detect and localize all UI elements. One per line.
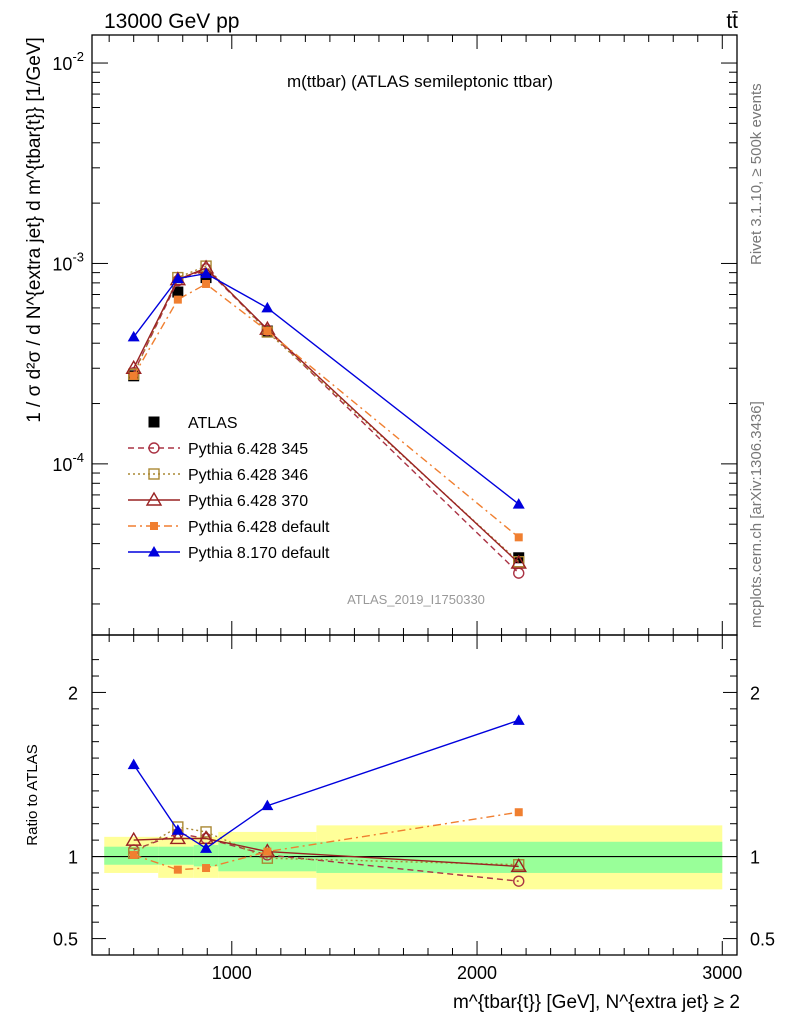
legend-marker xyxy=(148,442,160,454)
legend-marker xyxy=(150,522,158,530)
ratio-band-green-2 xyxy=(193,845,219,867)
x-tick-label-0: 1000 xyxy=(212,963,252,983)
main-point-0-4 xyxy=(513,552,525,564)
ratio-series-3 xyxy=(129,808,523,874)
ratio-point-4-1 xyxy=(171,824,184,835)
main-point-5-2 xyxy=(200,267,213,279)
ratio-point-3-1 xyxy=(173,865,182,874)
legend-marker xyxy=(148,468,160,480)
legend-item: ATLAS xyxy=(148,415,238,432)
main-y-tick-label-1: 10-3 xyxy=(52,249,84,274)
ratio-point-0-4 xyxy=(513,875,525,887)
ratio-y-tick-label-right-2: 2 xyxy=(750,683,760,703)
ratio-series-4 xyxy=(127,714,525,853)
ratio-point-3-3 xyxy=(263,847,272,856)
ratio-point-3-4 xyxy=(514,808,523,817)
legend-marker xyxy=(145,491,163,506)
legend-label: Pythia 8.170 default xyxy=(188,545,330,562)
ratio-point-2-4 xyxy=(510,857,527,873)
main-title: m(ttbar) (ATLAS semileptonic ttbar) xyxy=(287,72,553,91)
ratio-y-tick-label-1: 1 xyxy=(68,848,78,868)
legend-label: Pythia 6.428 346 xyxy=(188,467,308,484)
main-point-5-3 xyxy=(261,301,274,313)
x-tick-label-2: 3000 xyxy=(702,963,742,983)
legend-label: ATLAS xyxy=(188,415,238,432)
legend: ATLAS Pythia 6.428 345 Pythia 6.428 346 Pyt… xyxy=(128,415,330,562)
legend-item: Pythia 6.428 345 xyxy=(128,441,308,458)
ratio-point-3-2 xyxy=(202,864,211,873)
ratio-point-1-2 xyxy=(200,826,212,838)
x-tick-label-1: 2000 xyxy=(457,963,497,983)
legend-marker xyxy=(148,546,160,557)
ratio-point-2-0 xyxy=(125,831,142,846)
legend-label: Pythia 6.428 345 xyxy=(188,441,308,458)
header-left: 13000 GeV pp xyxy=(104,10,239,33)
legend-item: Pythia 8.170 default xyxy=(128,545,330,562)
ratio-point-4-0 xyxy=(127,758,140,770)
main-point-0-1 xyxy=(172,286,184,298)
main-point-3-4 xyxy=(510,554,527,569)
main-point-5-1 xyxy=(171,272,184,284)
main-y-tick-label-0: 10-2 xyxy=(52,49,84,74)
x-axis-label: m^{tbar{t}} [GeV], N^{extra jet} ≥ 2 xyxy=(453,992,740,1013)
legend-label: Pythia 6.428 default xyxy=(188,519,330,536)
main-point-4-0 xyxy=(129,371,138,380)
main-point-4-2 xyxy=(202,279,211,288)
main-series-5 xyxy=(127,267,525,509)
ratio-y-tick-label-right-0: 0.5 xyxy=(750,930,775,950)
main-point-5-0 xyxy=(127,330,140,342)
ratio-y-axis-label: Ratio to ATLAS xyxy=(24,744,41,845)
main-point-4-1 xyxy=(173,295,182,304)
ratio-point-4-4 xyxy=(512,714,525,725)
ratio-band-green-1 xyxy=(158,846,194,865)
main-series-line-2 xyxy=(133,265,520,563)
ratio-series-line-2 xyxy=(133,837,519,868)
legend-label: Pythia 6.428 370 xyxy=(188,493,308,510)
main-point-4-3 xyxy=(263,327,272,336)
main-series-4 xyxy=(129,279,523,542)
main-point-5-4 xyxy=(512,498,525,509)
ratio-point-2-1 xyxy=(169,830,187,845)
ratio-band-green-4 xyxy=(316,841,723,873)
ratio-point-4-3 xyxy=(261,799,274,811)
ratio-frame xyxy=(91,634,738,956)
legend-marker xyxy=(148,416,160,428)
main-point-4-4 xyxy=(514,533,523,542)
ratio-y-tick-label-0: 0.5 xyxy=(53,930,78,950)
legend-item: Pythia 6.428 370 xyxy=(128,491,308,510)
main-point-1-4 xyxy=(513,567,525,579)
main-y-tick-label-2: 10-4 xyxy=(52,450,84,475)
legend-item: Pythia 6.428 346 xyxy=(128,467,308,484)
main-panel: m(ttbar) (ATLAS semileptonic ttbar) ATLA… xyxy=(24,34,738,636)
ratio-point-4-2 xyxy=(200,842,213,853)
legend-item: Pythia 6.428 default xyxy=(128,519,330,536)
header-right: tt̄ xyxy=(726,10,738,33)
main-y-axis-label: 1 / σ d²σ / d N^{extra jet} d m^{tbar{t}… xyxy=(24,37,45,423)
ratio-series-line-1 xyxy=(133,826,519,866)
ratio-y-tick-label-right-1: 1 xyxy=(750,848,760,868)
ratio-y-tick-label-2: 2 xyxy=(68,683,78,703)
rivet-label: Rivet 3.1.10, ≥ 500k events xyxy=(748,83,765,265)
ratio-panel: Ratio to ATLAS m^{tbar{t}} [GeV], N^{ext… xyxy=(24,634,775,1013)
ratio-point-3-0 xyxy=(129,850,138,859)
mcplots-label: mcplots.cern.ch [arXiv:1306.3436] xyxy=(748,401,765,628)
watermark: ATLAS_2019_I1750330 xyxy=(347,592,485,607)
